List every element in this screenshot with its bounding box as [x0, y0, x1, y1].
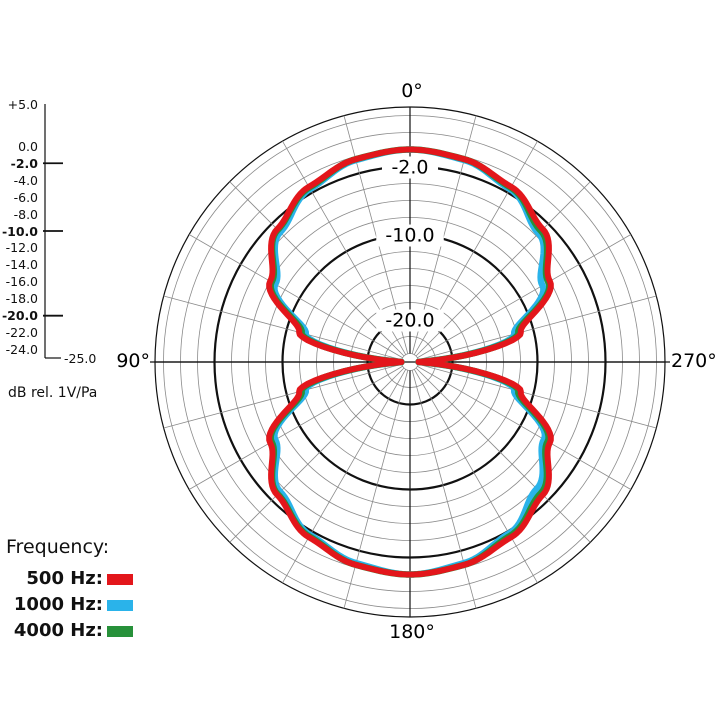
scale-label: -24.0 — [5, 342, 38, 358]
scale-label: -4.0 — [13, 172, 38, 188]
polar-series — [266, 146, 554, 578]
ring-label-bg — [376, 309, 444, 332]
legend-swatch — [107, 626, 133, 637]
legend-item-1000hz: 1000 Hz: — [0, 594, 133, 616]
scale-label: -25.0 — [64, 350, 97, 366]
angle-label-270: 270° — [671, 350, 717, 372]
ring-label: -2.0 — [391, 157, 428, 179]
spoke-line — [343, 370, 409, 609]
legend-label: 500 Hz: — [26, 568, 103, 589]
legend-item-500hz: 500 Hz: — [0, 568, 133, 590]
spoke-line — [413, 369, 538, 584]
unit-label: dB rel. 1V/Pa — [8, 385, 98, 401]
ring-label: -10.0 — [385, 225, 434, 247]
spoke-line — [411, 370, 477, 609]
spoke-line — [415, 181, 591, 357]
scale-label: -20.0 — [1, 308, 38, 324]
spoke-line — [417, 234, 632, 359]
legend-label: 1000 Hz: — [13, 594, 103, 615]
db-scale-axis — [43, 104, 63, 359]
spoke-line — [188, 365, 403, 490]
spoke-line — [418, 363, 657, 429]
series-line-0 — [266, 146, 554, 578]
angle-label-0: 0° — [401, 80, 423, 102]
scale-label: -2.0 — [10, 155, 38, 171]
scale-label: -6.0 — [13, 189, 38, 205]
spoke-line — [229, 367, 405, 543]
legend-label: 4000 Hz: — [13, 620, 103, 641]
legend-swatch — [107, 574, 133, 585]
scale-label: -12.0 — [5, 240, 38, 256]
ring-label: -20.0 — [385, 310, 434, 332]
spoke-line — [282, 369, 407, 584]
angle-label-180: 180° — [389, 621, 435, 643]
scale-label: -16.0 — [5, 274, 38, 290]
legend-title: Frequency: — [6, 536, 110, 558]
ring-labels: -2.0 -10.0 -20.0 — [376, 156, 444, 332]
scale-label: -18.0 — [5, 291, 38, 307]
spoke-line — [163, 295, 402, 361]
ring-label-bg — [382, 156, 438, 179]
angle-label-90: 90° — [116, 350, 150, 372]
scale-label: -10.0 — [1, 223, 38, 239]
spoke-line — [163, 363, 402, 429]
scale-label: +5.0 — [7, 96, 38, 112]
spoke-line — [188, 234, 403, 359]
spoke-line — [418, 295, 657, 361]
ring-label-bg — [376, 224, 444, 247]
legend-swatch — [107, 600, 133, 611]
scale-label: -14.0 — [5, 257, 38, 273]
scale-label: -8.0 — [13, 206, 38, 222]
scale-label: -22.0 — [5, 325, 38, 341]
polar-grid — [150, 106, 670, 618]
legend-item-4000hz: 4000 Hz: — [0, 620, 133, 642]
spoke-line — [415, 367, 591, 543]
spoke-line — [417, 365, 632, 490]
spoke-line — [229, 181, 405, 357]
scale-label: 0.0 — [18, 138, 38, 154]
